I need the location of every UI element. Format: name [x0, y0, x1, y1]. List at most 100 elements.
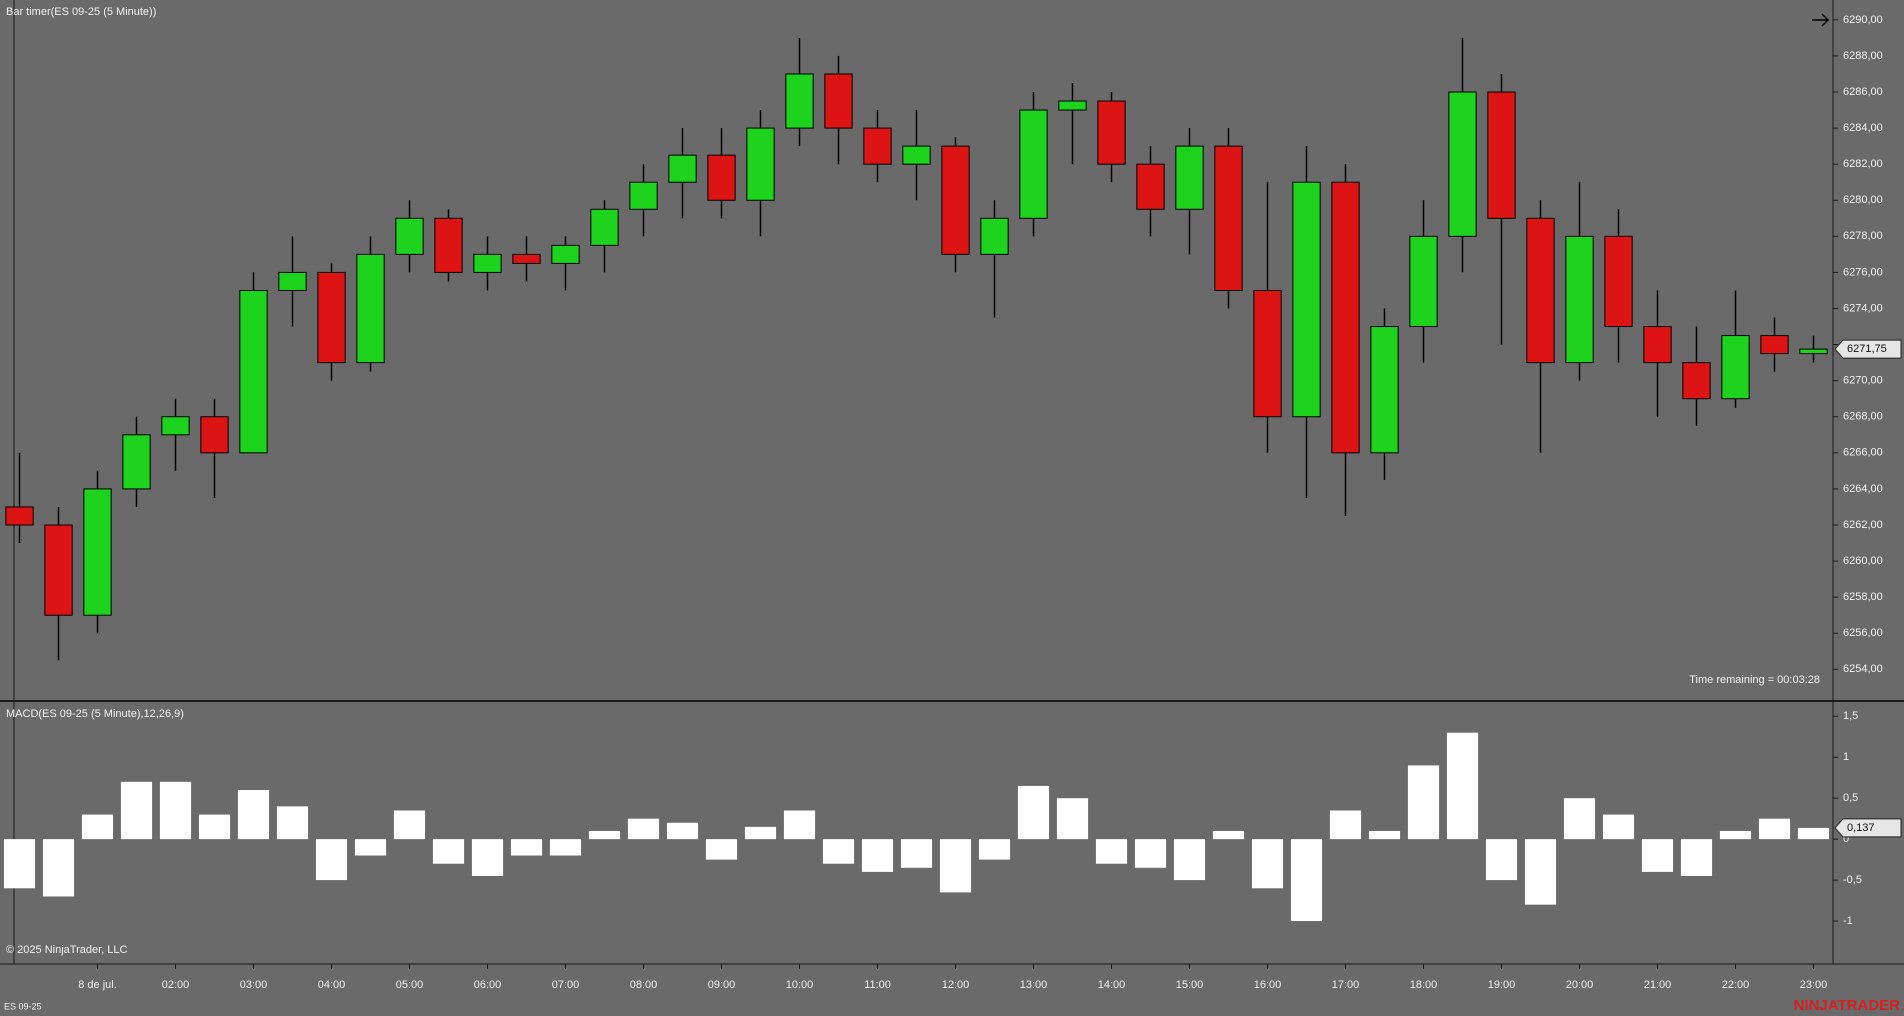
- macd-bar: [42, 839, 75, 897]
- x-tick-label: 05:00: [396, 979, 424, 991]
- macd-bar: [978, 839, 1011, 860]
- candle-body: [980, 217, 1009, 255]
- time-remaining: Time remaining = 00:03:28: [1689, 674, 1820, 686]
- macd-bar: [744, 826, 777, 840]
- candle-body: [941, 145, 970, 255]
- x-tick-label: 12:00: [942, 979, 970, 991]
- macd-bar: [1602, 814, 1635, 840]
- macd-bar: [1641, 839, 1674, 872]
- macd-bar: [1134, 839, 1167, 868]
- macd-bar: [120, 781, 153, 840]
- y-tick-label: -1: [1843, 915, 1853, 927]
- candle-body: [434, 217, 463, 273]
- candle-body: [200, 416, 229, 454]
- candle-body: [1799, 348, 1828, 355]
- x-tick-label: 18:00: [1410, 979, 1438, 991]
- y-tick-label: 6286,00: [1843, 86, 1883, 98]
- macd-bar: [1212, 830, 1245, 840]
- x-tick-label: 06:00: [474, 979, 502, 991]
- x-tick-label: 20:00: [1566, 979, 1594, 991]
- macd-bar: [1017, 785, 1050, 840]
- candle-body: [5, 506, 34, 526]
- y-tick-label: 6260,00: [1843, 555, 1883, 567]
- candle-body: [356, 253, 385, 364]
- macd-bar: [900, 839, 933, 868]
- candle-body: [1604, 235, 1633, 328]
- candle-body: [317, 271, 346, 364]
- x-tick-label: 11:00: [864, 979, 891, 991]
- candle-body: [1214, 145, 1243, 291]
- macd-bar: [666, 822, 699, 840]
- candle-body: [1136, 163, 1165, 210]
- macd-bar: [237, 790, 270, 840]
- macd-bar: [861, 839, 894, 872]
- y-tick-label: -0,5: [1843, 874, 1862, 886]
- copyright: © 2025 NinjaTrader, LLC: [6, 944, 127, 956]
- x-tick-label: 02:00: [162, 979, 190, 991]
- macd-bar: [432, 839, 465, 864]
- y-tick-label: 1,5: [1843, 710, 1858, 722]
- macd-bar: [1797, 827, 1830, 840]
- x-tick-label: 21:00: [1644, 979, 1672, 991]
- y-tick-label: 6278,00: [1843, 230, 1883, 242]
- scroll-arrow[interactable]: [1812, 13, 1830, 27]
- candle-body: [1370, 326, 1399, 454]
- x-tick-label: 08:00: [630, 979, 658, 991]
- macd-panel-title: MACD(ES 09-25 (5 Minute),12,26,9): [6, 708, 184, 720]
- y-tick-label: 6282,00: [1843, 158, 1883, 170]
- macd-bar: [1290, 839, 1323, 922]
- candle-body: [707, 154, 736, 201]
- y-tick-label: 6270,00: [1843, 375, 1883, 387]
- candle-body: [1526, 217, 1555, 364]
- y-tick-label: 6288,00: [1843, 50, 1883, 62]
- macd-bar: [1407, 765, 1440, 840]
- last-value-marker: [1834, 339, 1902, 359]
- candle-body: [551, 244, 580, 264]
- candle-body: [785, 73, 814, 129]
- macd-bar: [1524, 839, 1557, 905]
- macd-bar: [393, 810, 426, 840]
- macd-bar: [1056, 798, 1089, 840]
- candle-body: [1565, 235, 1594, 364]
- candle-body: [590, 208, 619, 246]
- last-value-label: 6271,75: [1847, 343, 1887, 355]
- candle-body: [1292, 181, 1321, 418]
- macd-bar: [1446, 732, 1479, 840]
- x-tick-label: 17:00: [1332, 979, 1360, 991]
- candle-body: [44, 524, 73, 616]
- y-tick-label: 6274,00: [1843, 302, 1883, 314]
- candle-body: [1643, 326, 1672, 364]
- x-tick-label: 23:00: [1800, 979, 1828, 991]
- y-tick-label: 0,5: [1843, 792, 1858, 804]
- macd-bar: [705, 839, 738, 860]
- macd-bar: [1485, 839, 1518, 881]
- candle-body: [1058, 100, 1087, 111]
- x-tick-label: 16:00: [1254, 979, 1282, 991]
- macd-bar: [315, 839, 348, 881]
- macd-bar: [1719, 830, 1752, 840]
- macd-bar: [939, 839, 972, 893]
- watermark: NINJATRADER: [1794, 997, 1901, 1014]
- y-tick-label: 0: [1843, 833, 1849, 845]
- candle-body: [824, 73, 853, 129]
- macd-bar: [1173, 839, 1206, 881]
- x-tick-label: 09:00: [708, 979, 736, 991]
- candle-body: [83, 488, 112, 616]
- candle-body: [1175, 145, 1204, 210]
- candle-body: [278, 271, 307, 291]
- candle-body: [161, 416, 190, 436]
- macd-bar: [1680, 839, 1713, 876]
- candle-body: [1448, 91, 1477, 237]
- price-panel-title: Bar timer(ES 09-25 (5 Minute)): [6, 6, 156, 18]
- candle-body: [1409, 235, 1438, 328]
- macd-bar: [1368, 830, 1401, 840]
- macd-bar: [276, 806, 309, 840]
- macd-bar: [588, 830, 621, 840]
- macd-bar: [783, 810, 816, 840]
- candle-body: [1487, 91, 1516, 219]
- candle-body: [1253, 289, 1282, 418]
- macd-bar: [1251, 839, 1284, 889]
- y-tick-label: 6262,00: [1843, 519, 1883, 531]
- y-tick-label: 6268,00: [1843, 411, 1883, 423]
